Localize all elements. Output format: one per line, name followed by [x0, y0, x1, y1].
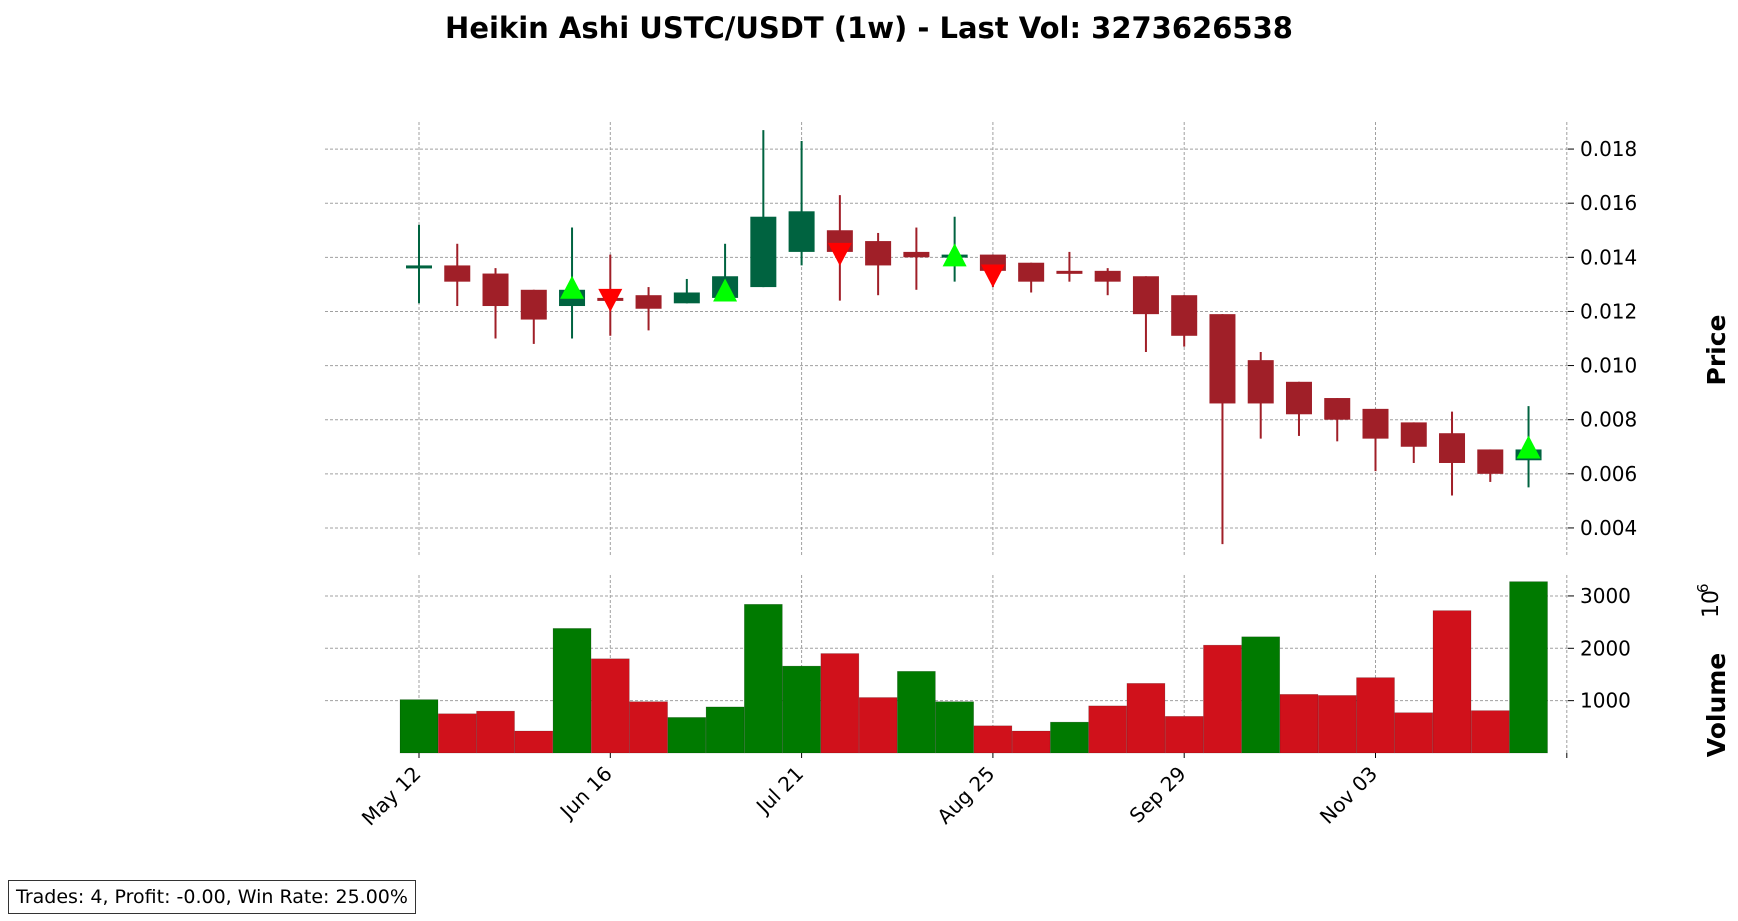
candle-body — [406, 265, 432, 269]
volume-bar — [897, 671, 936, 754]
candle-body — [1439, 433, 1466, 463]
trade-markers — [560, 242, 1541, 459]
volume-bar — [1241, 636, 1281, 754]
x-tick-label: Aug 25 — [932, 762, 999, 829]
volume-bar — [1126, 683, 1166, 754]
volume-bar — [935, 701, 974, 754]
volume-bar — [1509, 581, 1548, 754]
volume-bar — [476, 710, 515, 754]
candle-body — [1132, 276, 1159, 315]
volume-bar — [590, 658, 630, 754]
volume-tick-label: 1000 — [1580, 689, 1631, 713]
volume-bar — [1203, 644, 1242, 754]
volume-bar — [1432, 610, 1472, 754]
buy-marker — [942, 243, 967, 267]
price-tick-label: 0.016 — [1580, 191, 1637, 215]
volume-bar — [514, 730, 554, 754]
sell-marker — [827, 242, 852, 266]
volume-bar — [1356, 677, 1395, 754]
volume-bar — [858, 697, 898, 754]
candle-body — [1285, 381, 1312, 415]
trade-stats-box: Trades: 4, Profit: -0.00, Win Rate: 25.0… — [8, 880, 416, 914]
price-tick-label: 0.014 — [1580, 245, 1637, 269]
volume-bar — [1050, 721, 1089, 754]
buy-marker — [713, 278, 738, 302]
x-tick-label: Jul 21 — [750, 762, 808, 820]
trade-stats-text: Trades: 4, Profit: -0.00, Win Rate: 25.0… — [16, 886, 408, 908]
price-grid — [325, 148, 1568, 529]
x-tick-label: Nov 03 — [1315, 762, 1382, 829]
volume-bars — [399, 581, 1548, 754]
volume-bar — [1394, 712, 1434, 754]
volume-tick-label: 3000 — [1580, 584, 1631, 608]
candle-body — [1400, 422, 1427, 447]
volume-bar — [399, 699, 439, 754]
volume-axis: 1000 2000 3000 — [1568, 584, 1631, 713]
price-tick-label: 0.010 — [1580, 354, 1637, 378]
svg-text:10: 10 — [1699, 590, 1724, 618]
volume-multiplier: 10 6 — [1694, 583, 1724, 618]
chart-title: Heikin Ashi USTC/USDT (1w) - Last Vol: 3… — [445, 11, 1293, 45]
candle-body — [750, 216, 777, 288]
volume-bar — [1470, 710, 1510, 754]
volume-tick-label: 2000 — [1580, 636, 1631, 660]
candle-body — [1324, 398, 1351, 420]
volume-bar — [437, 713, 477, 754]
volume-bar — [820, 653, 860, 754]
volume-bar — [629, 701, 668, 754]
candle-body — [444, 265, 471, 282]
x-axis: May 12 Jun 16 Jul 21 Aug 25 Sep 29 Nov 03 — [357, 753, 1568, 831]
volume-bar — [744, 604, 783, 754]
buy-marker — [1516, 435, 1541, 459]
volume-axis-label: Volume — [1702, 653, 1731, 758]
price-tick-label: 0.008 — [1580, 408, 1637, 432]
candle-body — [520, 289, 547, 320]
price-tick-label: 0.004 — [1580, 516, 1637, 540]
price-tick-label: 0.006 — [1580, 462, 1637, 486]
candle-body — [1094, 270, 1121, 282]
volume-bar — [552, 628, 592, 754]
volume-bar — [1088, 705, 1127, 754]
candle-body — [1209, 314, 1236, 404]
volume-exponent: 6 — [1694, 583, 1712, 593]
volume-bar — [1279, 694, 1319, 754]
volume-bar — [1317, 695, 1357, 754]
price-axis-label: Price — [1702, 315, 1731, 386]
candle-body — [865, 241, 892, 266]
candle-body — [1056, 270, 1083, 274]
price-tick-label: 0.018 — [1580, 137, 1637, 161]
volume-bar — [667, 717, 707, 754]
candle-body — [1018, 262, 1045, 282]
candle-body — [1477, 449, 1504, 474]
candle-body — [482, 273, 509, 307]
sell-marker — [980, 264, 1005, 288]
candle-body — [903, 251, 930, 258]
sell-marker — [598, 288, 623, 312]
volume-bar — [705, 706, 745, 754]
price-axis: 0.004 0.006 0.008 0.010 0.012 0.014 0.016 0.018 — [1568, 137, 1637, 540]
candles — [406, 130, 1542, 545]
candle-body — [635, 295, 662, 309]
candle-body — [1171, 295, 1198, 336]
candle-body — [788, 211, 815, 252]
volume-bar — [1011, 730, 1051, 754]
candle-body — [1362, 408, 1389, 439]
candle-body — [1247, 360, 1274, 404]
candle-body — [673, 292, 700, 304]
x-tick-label: Jun 16 — [554, 762, 617, 825]
x-tick-label: Sep 29 — [1125, 762, 1191, 828]
volume-bar — [973, 725, 1013, 754]
x-tick-label: May 12 — [357, 762, 426, 831]
buy-marker — [560, 275, 585, 299]
volume-bar — [1164, 716, 1204, 754]
price-tick-label: 0.012 — [1580, 299, 1637, 323]
volume-bar — [782, 665, 821, 754]
